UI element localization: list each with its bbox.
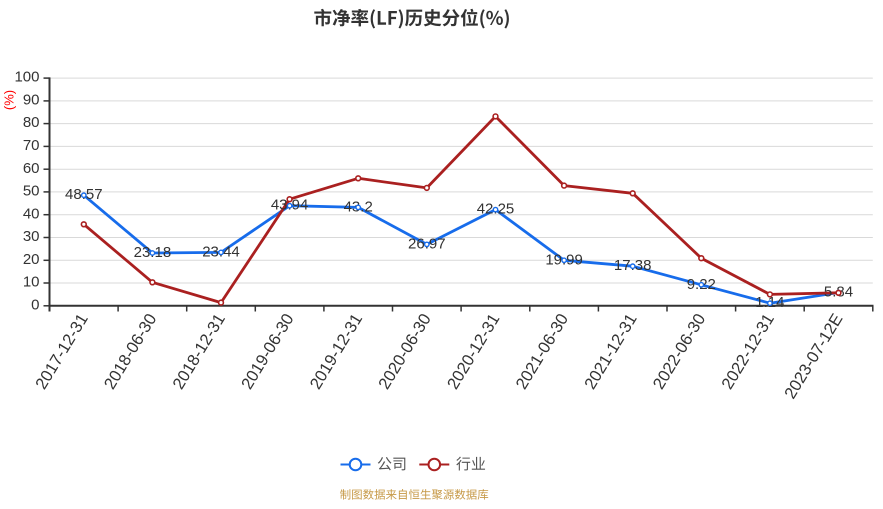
svg-text:40: 40	[23, 205, 40, 222]
svg-text:70: 70	[23, 137, 40, 154]
svg-text:60: 60	[23, 160, 40, 177]
svg-text:90: 90	[23, 92, 40, 109]
svg-text:(%): (%)	[2, 90, 17, 110]
svg-text:20: 20	[23, 251, 40, 268]
svg-text:30: 30	[23, 228, 40, 245]
svg-text:0: 0	[31, 296, 39, 313]
svg-text:100: 100	[14, 69, 39, 86]
svg-text:50: 50	[23, 183, 40, 200]
svg-text:80: 80	[23, 114, 40, 131]
svg-text:10: 10	[23, 274, 40, 291]
